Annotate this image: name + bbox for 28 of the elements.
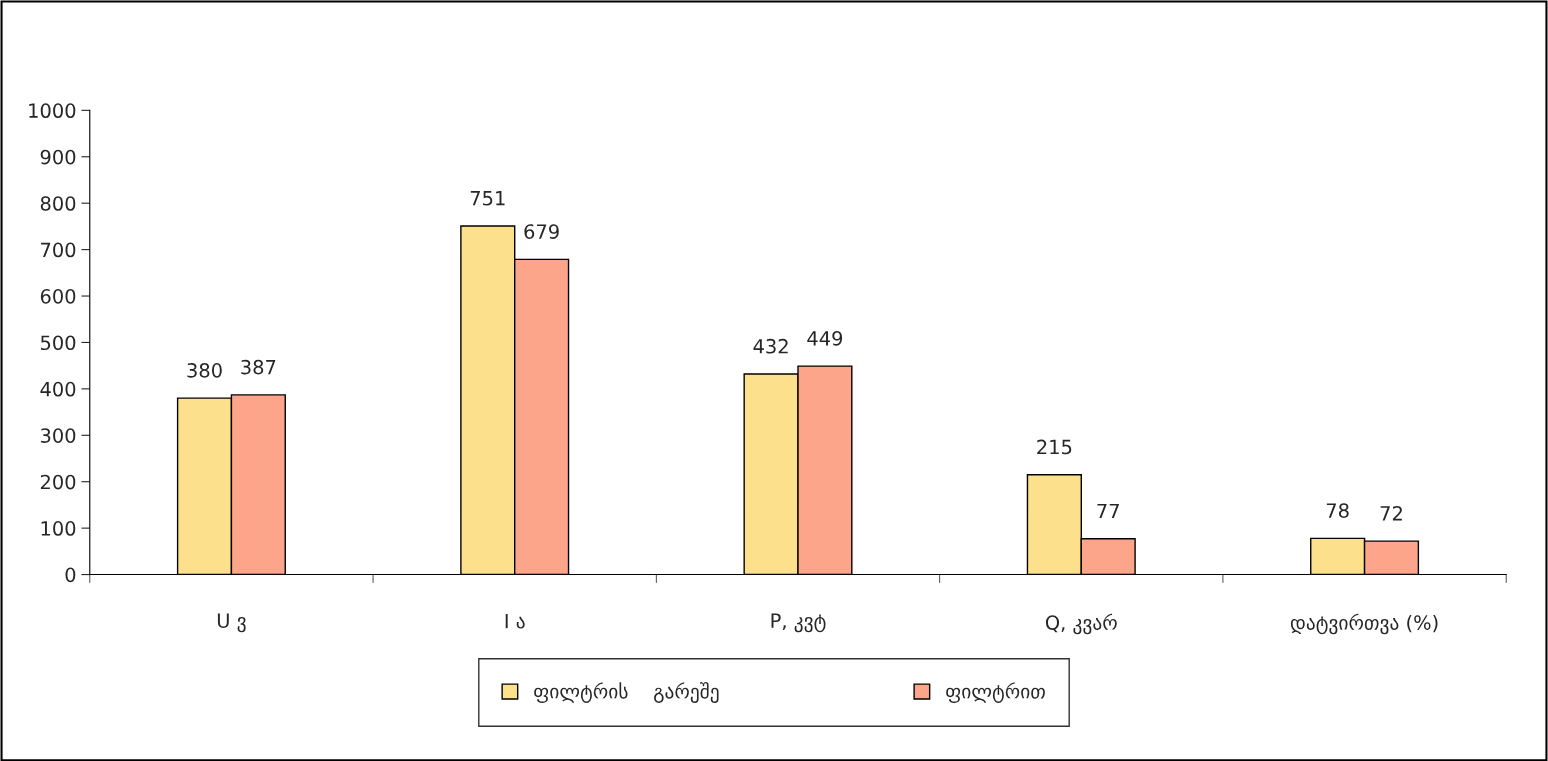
y-tick-label: 500 (40, 335, 76, 351)
data-label: 380 (187, 363, 222, 378)
data-label: 77 (1097, 503, 1119, 519)
x-tick-label: U ვ (217, 613, 246, 633)
data-label: 387 (241, 359, 276, 375)
y-tick-label: 1000 (29, 103, 76, 119)
x-tick-label: დატვირთვა (%) (1290, 613, 1438, 635)
x-tick-label: I ა (505, 614, 525, 629)
y-tick-label: 0 (65, 567, 76, 583)
y-tick-label: 100 (41, 521, 76, 536)
x-tick-label: P, კვტ (771, 613, 826, 633)
legend-label: ფილტრით (946, 682, 1045, 703)
y-tick-label: 800 (40, 196, 76, 211)
data-label: 679 (524, 224, 559, 239)
y-tick-label: 300 (40, 428, 76, 443)
y-tick-label: 400 (40, 381, 76, 397)
legend-label: ფილტრის გარეშე (534, 682, 719, 703)
data-label: 72 (1380, 505, 1402, 521)
x-tick-label: Q, კვარ (1045, 613, 1117, 635)
y-tick-label: 700 (41, 242, 76, 258)
data-label: 751 (470, 191, 505, 206)
y-tick-label: 900 (40, 149, 76, 165)
y-tick-label: 600 (40, 288, 76, 304)
y-tick-label: 200 (40, 474, 76, 490)
data-label: 432 (753, 338, 788, 354)
data-label: 78 (1326, 503, 1349, 518)
data-label: 449 (807, 330, 843, 346)
data-label: 215 (1037, 439, 1072, 455)
